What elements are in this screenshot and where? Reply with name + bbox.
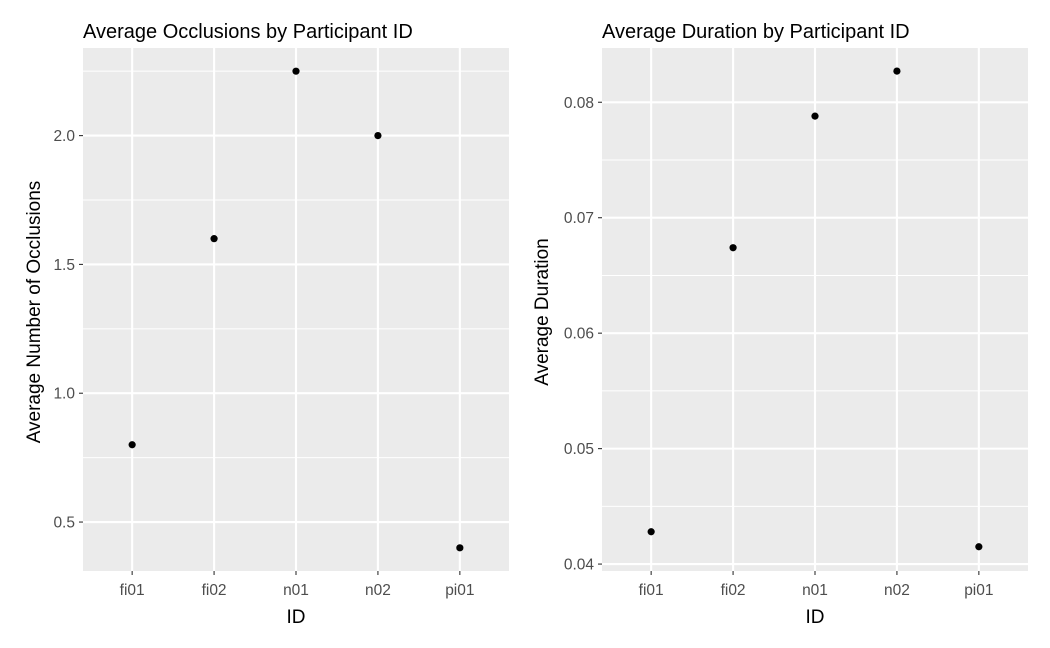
data-point [292, 67, 300, 75]
x-tick-label: pi01 [445, 582, 474, 599]
x-tick-label: fi01 [639, 582, 664, 599]
y-tick-label: 0.04 [564, 557, 595, 574]
data-point [811, 112, 819, 120]
data-point [210, 235, 218, 243]
data-point [975, 543, 983, 551]
data-point [128, 441, 136, 449]
occlusions-chart: 0.5 1.0 1.5 2.0 fi01 fi02 n01 n02 pi01 Average O… [24, 21, 509, 628]
y-axis-title: Average Number of Occlusions [24, 181, 45, 444]
y-tick-label: 0.08 [564, 95, 594, 112]
y-tick-label: 0.05 [564, 441, 594, 458]
x-tick-label: fi02 [721, 582, 746, 599]
y-tick-label: 0.06 [564, 326, 594, 343]
x-tick-label: n01 [283, 582, 309, 599]
x-tick-label: fi02 [202, 582, 227, 599]
duration-chart: 0.04 0.05 0.06 0.07 0.08 fi01 fi02 n01 n02 pi01 A… [532, 21, 1028, 628]
data-point [893, 67, 901, 75]
y-tick-label: 1.5 [53, 257, 75, 274]
y-tick-label: 0.07 [564, 210, 594, 227]
y-tick-label: 0.5 [53, 515, 75, 532]
chart-title: Average Duration by Participant ID [602, 21, 910, 43]
y-tick-label: 1.0 [53, 386, 75, 403]
data-point [647, 528, 655, 536]
x-tick-label: n01 [802, 582, 828, 599]
chart-title: Average Occlusions by Participant ID [83, 21, 413, 43]
x-tick-label: fi01 [120, 582, 145, 599]
y-tick-label: 2.0 [53, 128, 75, 145]
x-axis-title: ID [287, 607, 306, 628]
y-axis-title: Average Duration [532, 238, 553, 386]
data-point [729, 244, 737, 252]
plot-panel: 0.04 0.05 0.06 0.07 0.08 fi01 fi02 n01 n02 pi01 [564, 48, 1028, 599]
data-point [456, 544, 464, 552]
data-point [374, 131, 382, 140]
x-tick-label: pi01 [964, 582, 993, 599]
x-tick-label: n02 [884, 582, 910, 599]
plot-panel: 0.5 1.0 1.5 2.0 fi01 fi02 n01 n02 pi01 [53, 48, 509, 599]
x-axis-title: ID [806, 607, 825, 628]
x-tick-label: n02 [365, 582, 391, 599]
